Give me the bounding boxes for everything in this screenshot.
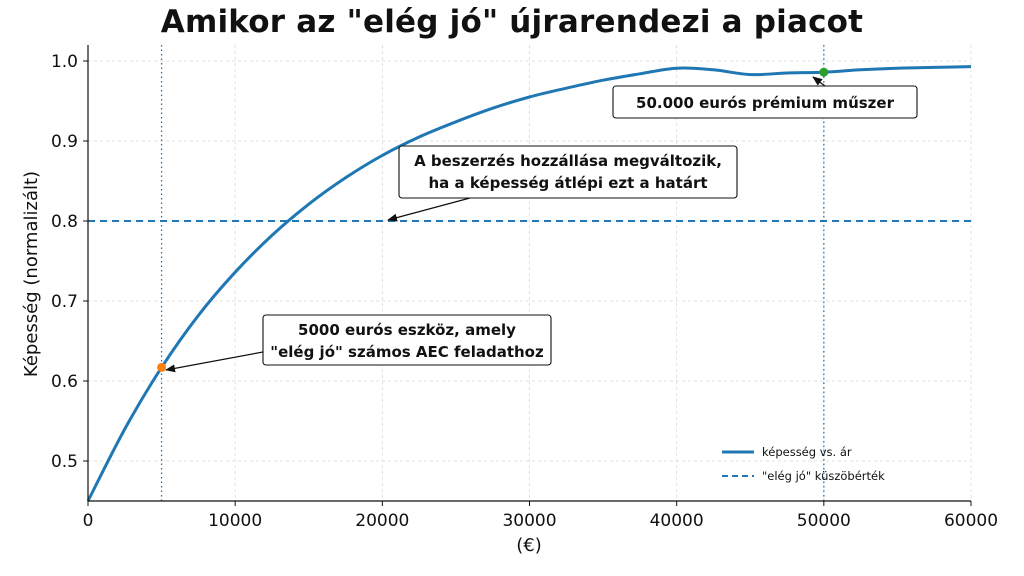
annotations: 50.000 eurós prémium műszer A beszerzés h… — [165, 76, 918, 373]
x-tick-label: 10000 — [208, 511, 262, 531]
y-tick-label: 0.6 — [51, 372, 78, 392]
annotation-text: ha a képesség átlépi ezt a határt — [428, 174, 707, 192]
highlight-point — [819, 67, 829, 77]
highlight-point — [157, 362, 167, 372]
annotation-box — [612, 85, 918, 119]
x-tick-label: 40000 — [650, 511, 704, 531]
x-tick-label: 20000 — [355, 511, 409, 531]
annotation-arrow — [812, 76, 826, 87]
x-tick-label: 0 — [83, 511, 94, 531]
x-tick-label: 30000 — [502, 511, 556, 531]
annotation: 5000 eurós eszköz, amely "elég jó" számos… — [165, 314, 552, 373]
y-axis-label: Képesség (normalizált) — [21, 171, 42, 377]
annotation-text: A beszerzés hozzállása megváltozik, — [414, 152, 722, 170]
annotation: 50.000 eurós prémium műszer — [612, 76, 918, 119]
annotation-text: "elég jó" számos AEC feladathoz — [270, 343, 544, 361]
x-tick-label: 60000 — [944, 511, 998, 531]
x-tick-label: 50000 — [797, 511, 851, 531]
annotation-box — [398, 145, 738, 199]
annotation-arrow — [165, 351, 264, 373]
legend: képesség vs. ár "elég jó" küszöbérték — [722, 445, 885, 483]
legend-label-series: képesség vs. ár — [762, 445, 852, 459]
y-tick-label: 0.9 — [51, 132, 78, 152]
y-tick-label: 0.8 — [51, 212, 78, 232]
x-axis-label: (€) — [516, 535, 542, 556]
y-tick-label: 1.0 — [51, 52, 78, 72]
annotation: A beszerzés hozzállása megváltozik, ha a … — [387, 145, 738, 222]
axes: 0 10000 20000 30000 40000 50000 60000 0.5 0.6 0.7… — [51, 45, 998, 531]
annotation-text: 5000 eurós eszköz, amely — [298, 321, 516, 339]
annotation-text: 50.000 eurós prémium műszer — [636, 94, 895, 112]
annotation-arrow — [387, 197, 471, 222]
chart-title: Amikor az "elég jó" újrarendezi a piacot — [160, 4, 864, 40]
legend-label-threshold: "elég jó" küszöbérték — [762, 469, 885, 483]
y-tick-label: 0.5 — [51, 452, 78, 472]
y-tick-label: 0.7 — [51, 292, 78, 312]
points-layer — [157, 67, 829, 372]
annotation-box — [262, 314, 552, 366]
